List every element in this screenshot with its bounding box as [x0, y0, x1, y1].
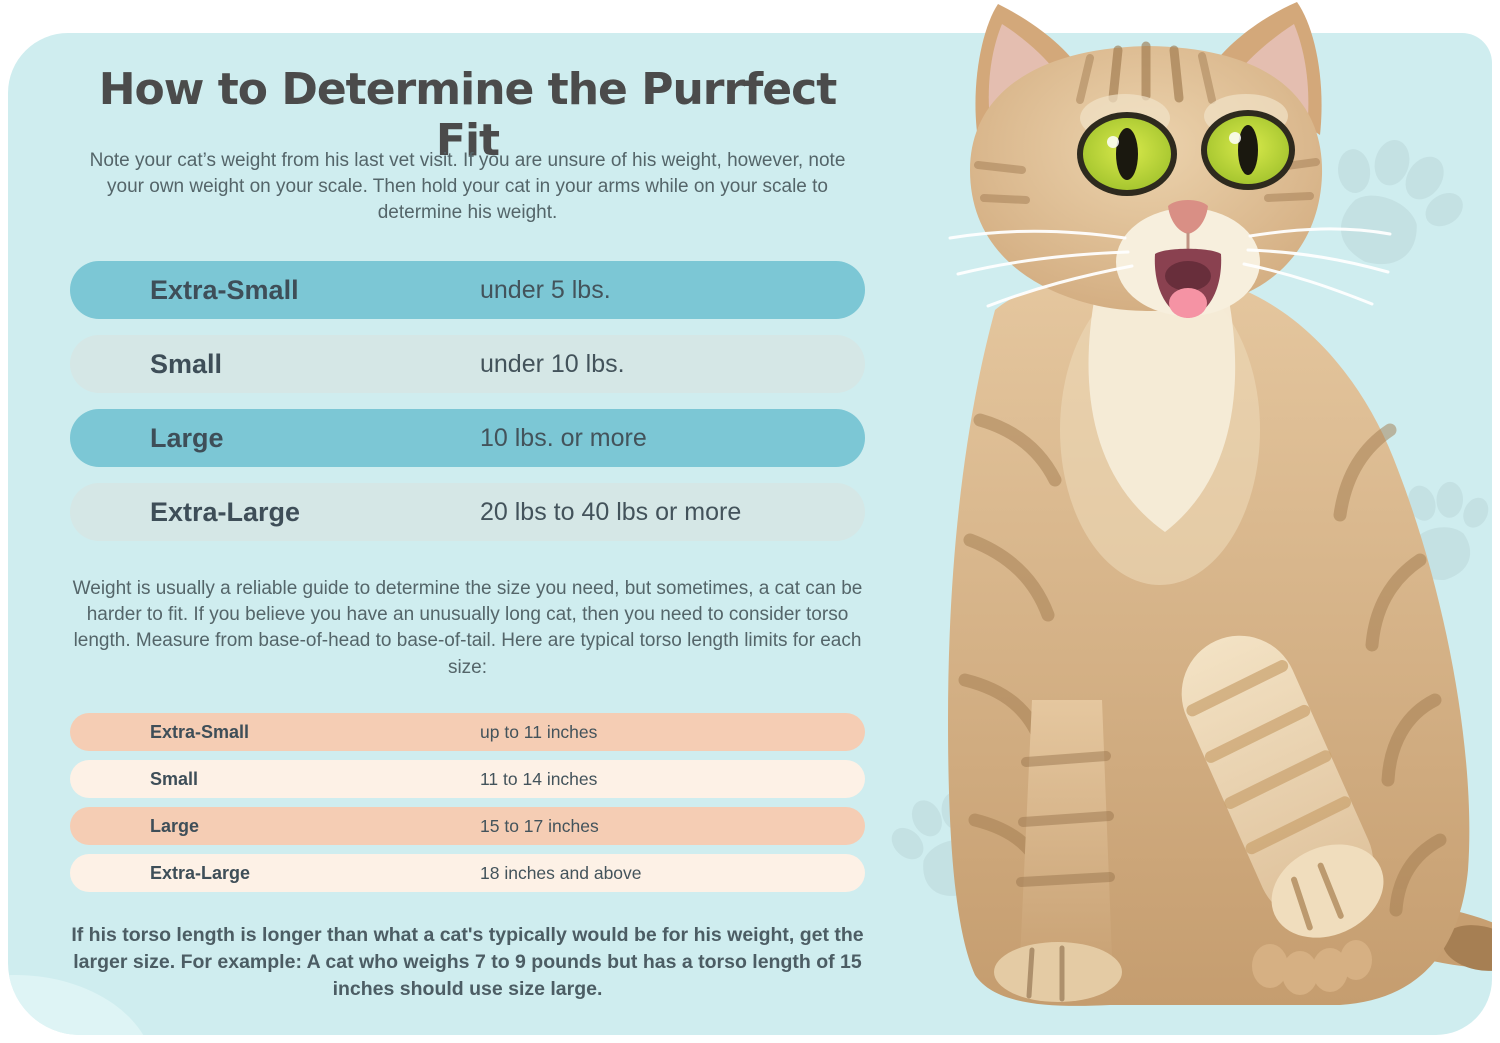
intro-paragraph: Note your cat’s weight from his last vet…	[89, 150, 846, 224]
size-label: Large	[150, 422, 224, 453]
table-row: Extra-Small under 5 lbs.	[70, 261, 865, 319]
cat-eye-left	[1077, 112, 1177, 196]
cat-raised-paw	[1181, 635, 1384, 938]
cat-tongue	[1169, 288, 1207, 318]
table-row: Extra-Large 18 inches and above	[70, 854, 865, 892]
table-row: Large 15 to 17 inches	[70, 807, 865, 845]
tabby-cat-photo	[948, 2, 1492, 1006]
cat-head	[948, 2, 1392, 318]
size-value: under 10 lbs.	[480, 349, 625, 378]
size-value: 10 lbs. or more	[480, 423, 647, 452]
cat-front-leg	[994, 700, 1122, 1002]
size-value: 15 to 17 inches	[480, 815, 599, 836]
cat-nose	[1168, 200, 1208, 234]
table-row: Extra-Small up to 11 inches	[70, 713, 865, 751]
size-label: Extra-Small	[150, 721, 250, 742]
size-label: Extra-Large	[150, 496, 301, 527]
size-label: Large	[150, 815, 200, 836]
note-paragraph: If his torso length is longer than what …	[71, 924, 864, 1000]
torso-paragraph: Weight is usually a reliable guide to de…	[72, 578, 863, 678]
page-title: How to Determine the Purrfect Fit	[98, 64, 838, 166]
size-label: Extra-Small	[150, 274, 299, 305]
cat-chest-patch	[1088, 270, 1236, 532]
torso-length-table: Extra-Small up to 11 inches Small 11 to …	[70, 713, 865, 901]
size-value: 18 inches and above	[480, 862, 642, 883]
table-row: Extra-Large 20 lbs to 40 lbs or more	[70, 483, 865, 541]
size-label: Extra-Large	[150, 862, 251, 883]
cat-whiskers	[948, 227, 1392, 308]
size-value: under 5 lbs.	[480, 275, 611, 304]
table-row: Large 10 lbs. or more	[70, 409, 865, 467]
size-value: up to 11 inches	[480, 721, 598, 742]
weight-size-table: Extra-Small under 5 lbs. Small under 10 …	[70, 261, 865, 557]
cat-hind-paw	[1252, 940, 1372, 995]
size-label: Small	[150, 348, 223, 379]
size-value: 11 to 14 inches	[480, 768, 598, 789]
size-label: Small	[150, 768, 199, 789]
table-row: Small under 10 lbs.	[70, 335, 865, 393]
size-value: 20 lbs to 40 lbs or more	[480, 497, 742, 526]
table-row: Small 11 to 14 inches	[70, 760, 865, 798]
cat-eye-right	[1201, 110, 1295, 190]
